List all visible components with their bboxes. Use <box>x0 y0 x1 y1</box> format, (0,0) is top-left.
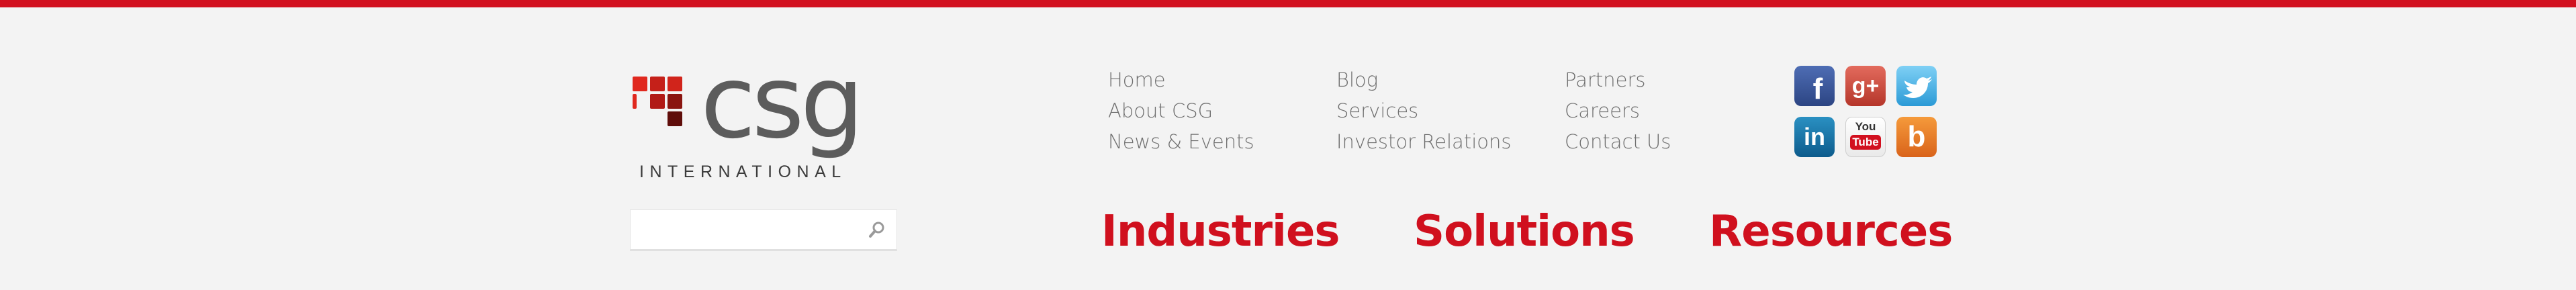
nav-link-home[interactable]: Home <box>1108 68 1166 91</box>
footer-nav-column-3: Partners Careers Contact Us <box>1565 64 1671 157</box>
google-plus-icon[interactable]: g+ <box>1845 66 1886 106</box>
footer-nav-column-1: Home About CSG News & Events <box>1108 64 1254 157</box>
search-icon[interactable] <box>868 221 886 238</box>
facebook-icon[interactable]: f <box>1794 66 1835 106</box>
logo-square <box>650 77 665 91</box>
nav-link-investor-relations[interactable]: Investor Relations <box>1336 130 1512 153</box>
nav-link-about[interactable]: About CSG <box>1108 99 1213 122</box>
logo-subtitle: INTERNATIONAL <box>639 162 847 181</box>
logo-wordmark: csg <box>700 44 864 161</box>
nav-link-services[interactable]: Services <box>1336 99 1419 122</box>
csg-logo[interactable]: csg INTERNATIONAL <box>630 52 872 188</box>
linkedin-icon[interactable]: in <box>1794 117 1835 157</box>
social-links: f g+ in You Tube b <box>1794 66 1937 161</box>
blogger-icon[interactable]: b <box>1896 117 1937 157</box>
menu-industries[interactable]: Industries <box>1101 207 1340 256</box>
logo-square <box>668 111 682 126</box>
top-accent-bar <box>0 0 2576 7</box>
twitter-icon[interactable] <box>1896 66 1937 106</box>
nav-link-news-events[interactable]: News & Events <box>1108 130 1254 153</box>
nav-link-blog[interactable]: Blog <box>1336 68 1379 91</box>
menu-resources[interactable]: Resources <box>1709 207 1953 256</box>
logo-square <box>633 77 647 91</box>
nav-link-careers[interactable]: Careers <box>1565 99 1641 122</box>
nav-link-contact-us[interactable]: Contact Us <box>1565 130 1671 153</box>
search-box <box>630 209 897 251</box>
nav-link-partners[interactable]: Partners <box>1565 68 1646 91</box>
logo-square <box>633 94 637 109</box>
youtube-icon[interactable]: You Tube <box>1845 117 1886 157</box>
logo-square <box>650 94 665 109</box>
logo-square <box>668 77 682 91</box>
search-input[interactable] <box>631 210 852 249</box>
footer-nav-column-2: Blog Services Investor Relations <box>1336 64 1511 157</box>
menu-solutions[interactable]: Solutions <box>1414 207 1635 256</box>
logo-square <box>668 94 682 109</box>
